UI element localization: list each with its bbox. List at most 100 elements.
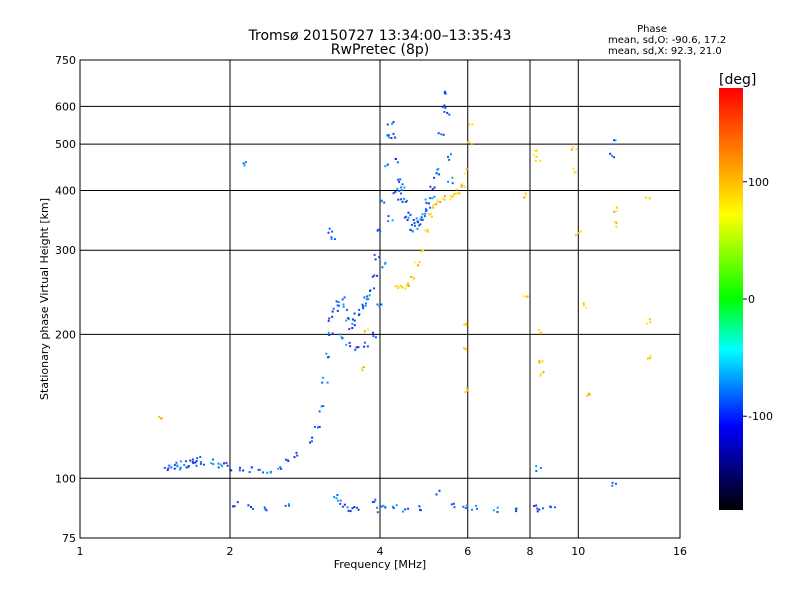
o-trace-point	[363, 345, 366, 348]
chart-subtitle: RwPretec (8p)	[331, 42, 429, 58]
o-trace-point	[296, 454, 299, 457]
o-trace-point	[416, 227, 419, 230]
o-trace-point	[611, 143, 614, 146]
o-trace-point	[347, 317, 350, 319]
phase-stats-x: mean, sd,X: 92.3, 21.0	[608, 46, 722, 57]
o-trace-point	[398, 180, 401, 183]
x-trace-point	[574, 171, 577, 174]
o-trace-point	[431, 188, 434, 191]
x-trace-point	[616, 206, 618, 209]
grid-lines	[80, 60, 680, 538]
o-trace-point	[221, 465, 224, 468]
o-trace-point	[373, 287, 376, 290]
o-trace-point	[363, 296, 366, 299]
o-trace-point	[390, 137, 393, 139]
o-trace-point	[175, 461, 178, 464]
o-trace-point	[429, 206, 432, 209]
o-trace-point	[407, 216, 410, 219]
o-trace-point	[217, 466, 220, 469]
o-trace-point	[407, 507, 410, 510]
o-trace-point	[264, 508, 267, 511]
o-trace-point	[170, 466, 173, 469]
x-trace-point	[615, 225, 618, 228]
o-trace-point	[361, 303, 364, 306]
x-trace-point	[570, 148, 573, 151]
o-trace-point	[406, 199, 408, 202]
o-trace-point	[310, 440, 313, 443]
o-trace-point	[514, 507, 517, 510]
x-trace-point	[467, 141, 470, 144]
o-trace-point	[168, 464, 171, 467]
o-trace-point	[391, 122, 394, 125]
o-trace-point	[333, 495, 336, 498]
o-trace-point	[433, 195, 436, 198]
o-trace-point	[401, 200, 404, 203]
o-trace-point	[318, 410, 321, 413]
o-trace-point	[611, 481, 614, 484]
o-trace-point	[265, 509, 268, 512]
o-trace-point	[419, 508, 421, 511]
o-trace-point	[373, 500, 376, 503]
x-trace-point	[579, 230, 582, 233]
x-trace-point	[539, 159, 542, 162]
o-trace-point	[353, 319, 356, 322]
o-trace-point	[353, 506, 356, 509]
o-trace-point	[399, 178, 402, 181]
phase-title: Phase	[637, 24, 667, 35]
o-trace-point	[394, 136, 397, 139]
o-trace-point	[425, 209, 428, 212]
o-trace-point	[327, 331, 330, 334]
o-trace-point	[347, 509, 350, 512]
x-trace-point	[449, 198, 452, 201]
y-axis-label: Stationary phase Virtual Height [km]	[38, 198, 51, 400]
o-trace-point	[386, 134, 389, 137]
o-trace-point	[374, 336, 377, 339]
x-trace-point	[582, 302, 585, 305]
o-trace-point	[351, 327, 354, 329]
o-trace-point	[336, 499, 339, 502]
o-trace-point	[250, 506, 252, 508]
x-trace-point	[414, 261, 417, 264]
o-trace-point	[366, 295, 369, 298]
o-trace-point	[392, 121, 395, 124]
x-trace-point	[432, 206, 434, 209]
x-trace-point	[649, 355, 652, 358]
o-trace-point	[328, 227, 331, 230]
o-trace-point	[435, 172, 438, 175]
o-trace-point	[184, 460, 187, 463]
o-trace-point	[343, 296, 346, 299]
x-trace-point	[526, 295, 529, 298]
o-trace-point	[611, 154, 613, 157]
o-trace-point	[337, 304, 340, 307]
x-trace-point	[466, 387, 469, 390]
o-trace-point	[414, 224, 416, 227]
x-trace-point	[463, 185, 466, 188]
o-trace-point	[257, 468, 260, 471]
x-trace-point	[615, 210, 618, 212]
o-trace-point	[471, 508, 473, 511]
o-trace-point	[245, 161, 247, 164]
o-trace-point	[377, 228, 380, 231]
x-trace-point	[522, 295, 525, 298]
o-trace-point	[252, 508, 254, 510]
o-trace-point	[233, 505, 236, 508]
x-trace-point	[362, 366, 365, 369]
o-trace-point	[322, 405, 325, 407]
o-trace-point	[328, 333, 331, 336]
o-trace-point	[447, 155, 449, 158]
o-trace-point	[418, 224, 421, 227]
o-trace-point	[438, 173, 441, 176]
o-trace-point	[342, 303, 345, 306]
o-trace-point	[400, 198, 403, 201]
o-trace-point	[450, 153, 452, 156]
o-trace-point	[515, 510, 518, 513]
o-trace-point	[358, 308, 361, 311]
o-trace-point	[326, 356, 329, 359]
o-trace-point	[248, 471, 251, 474]
o-trace-point	[429, 197, 432, 200]
o-trace-point	[413, 222, 416, 225]
x-trace-point	[426, 230, 429, 233]
colorbar-tick-label: 100	[748, 176, 769, 189]
x-axis-label: Frequency [MHz]	[334, 558, 426, 571]
o-trace-point	[384, 506, 387, 509]
